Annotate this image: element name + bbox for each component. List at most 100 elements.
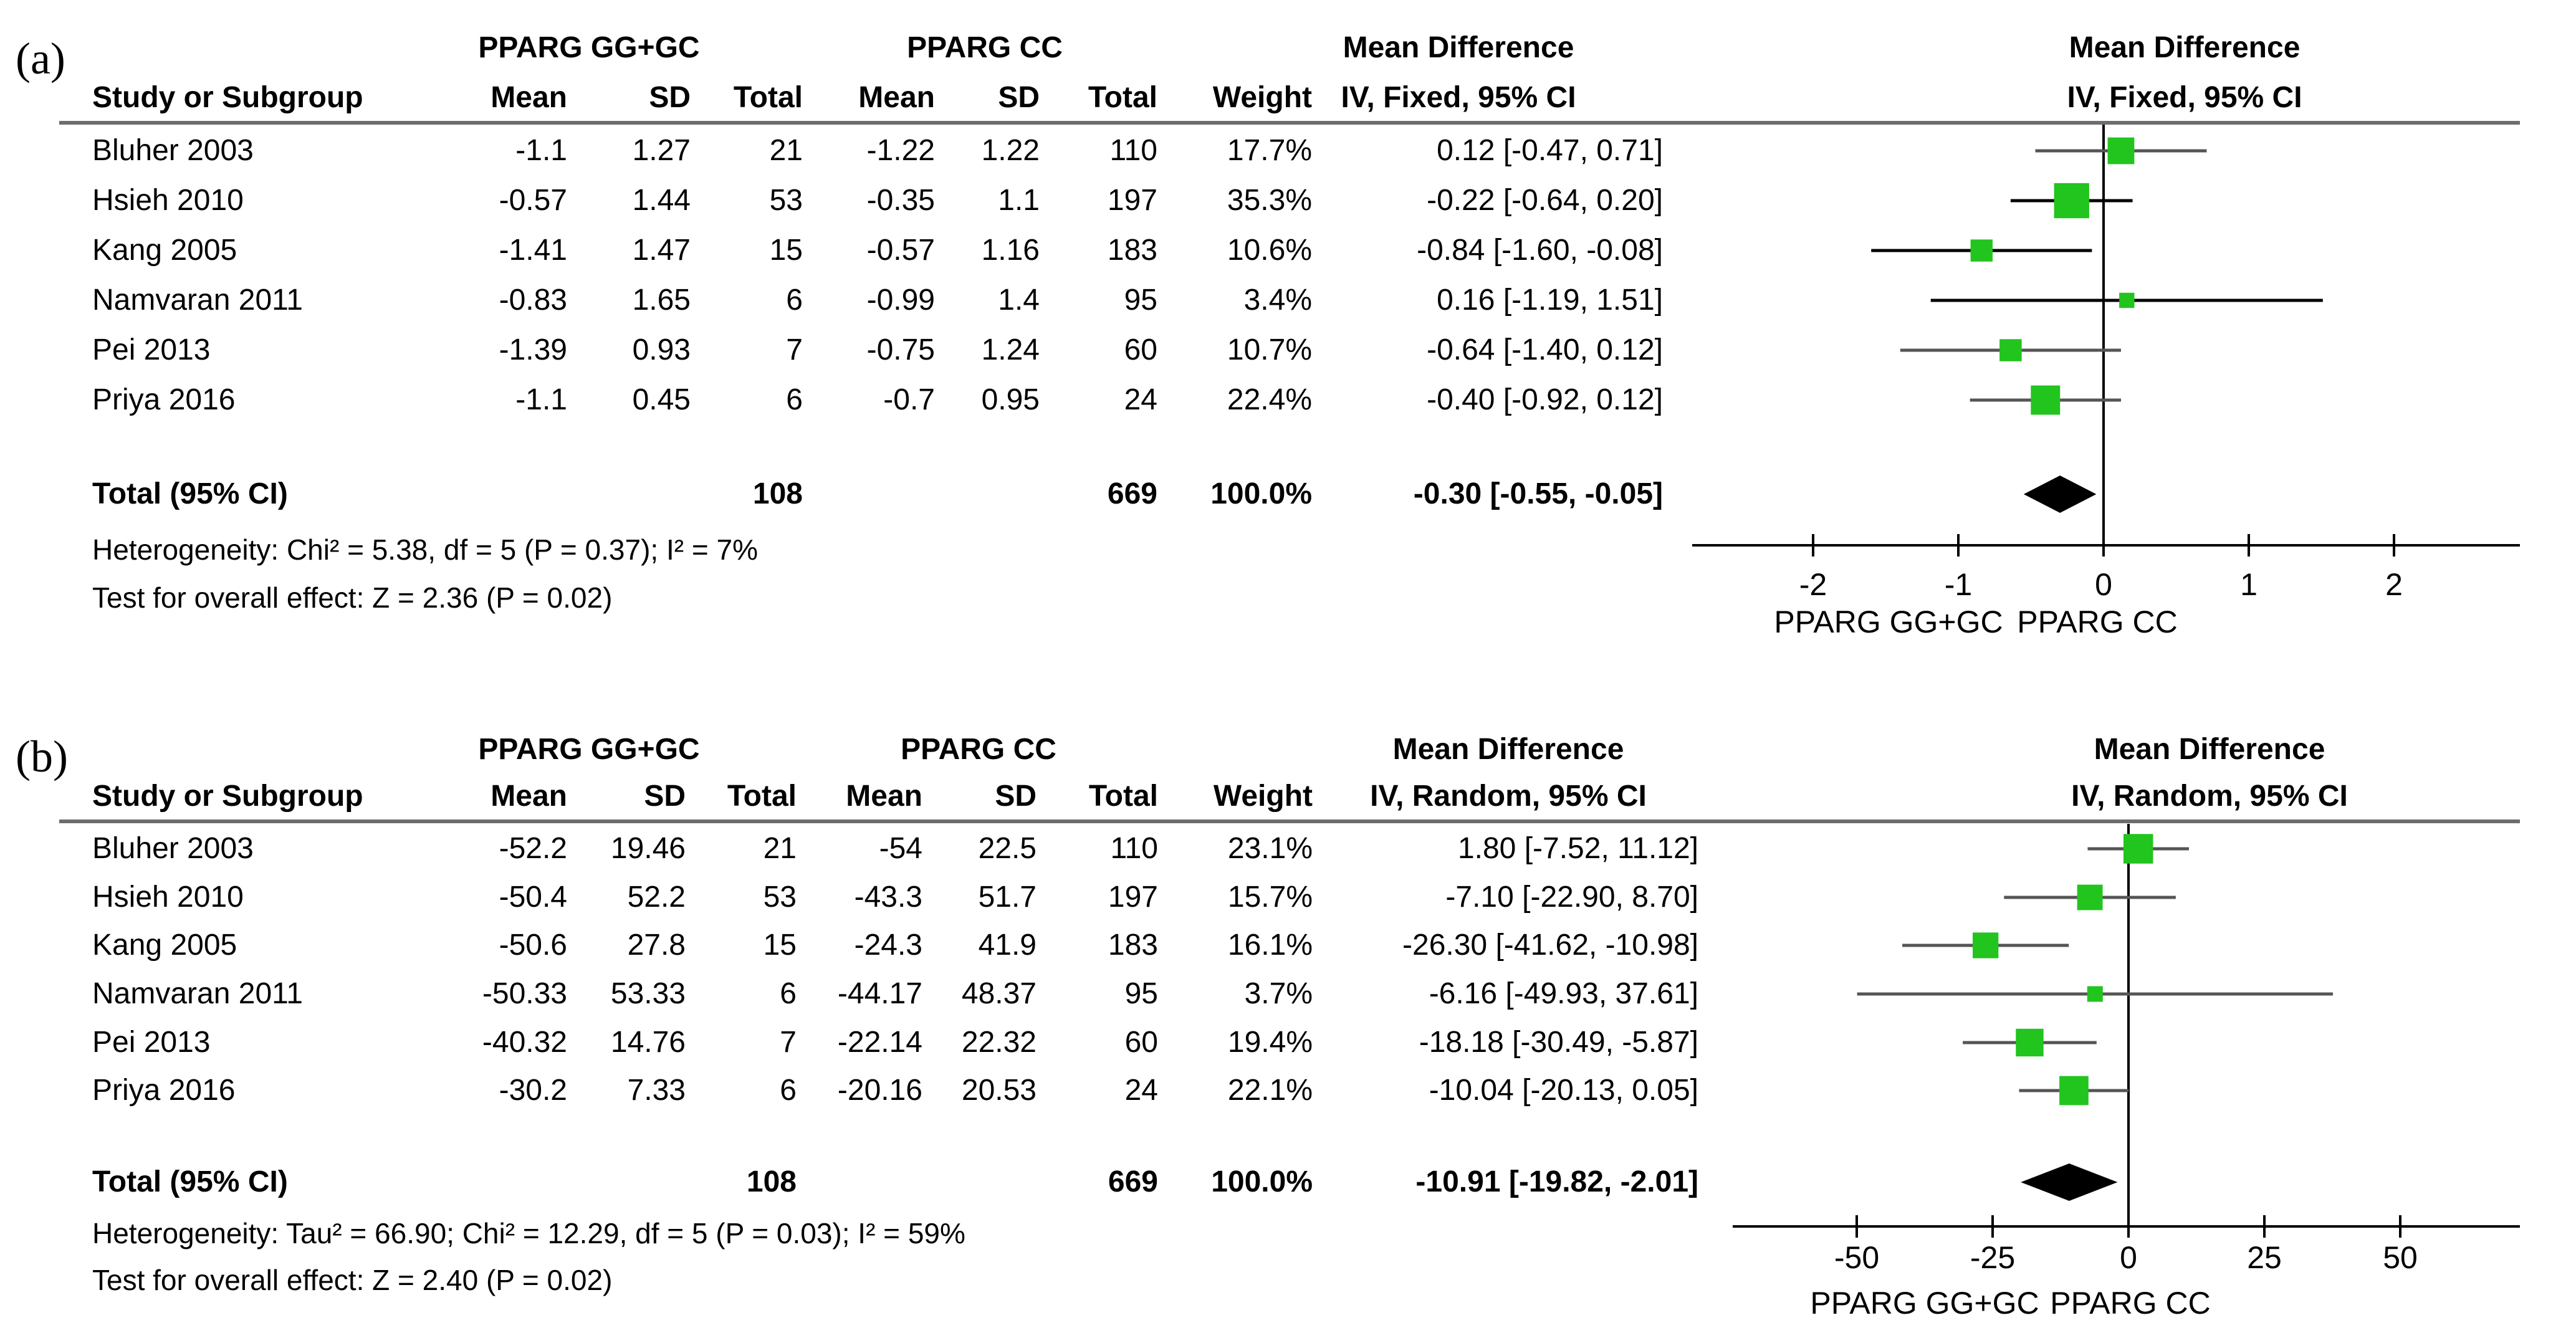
study-total-2: 95 xyxy=(1125,977,1158,1010)
study-total-1: 7 xyxy=(786,333,803,366)
study-ci: -6.16 [-49.93, 37.61] xyxy=(1429,977,1698,1010)
header-plot-method: IV, Random, 95% CI xyxy=(2071,780,2348,813)
header-mean-2: Mean xyxy=(846,780,922,813)
header-sd-2: SD xyxy=(998,81,1040,114)
favours-right-label: PPARG CC xyxy=(2017,604,2177,639)
study-name: Kang 2005 xyxy=(92,929,237,962)
study-sd-1: 27.8 xyxy=(628,929,686,962)
study-name: Priya 2016 xyxy=(92,1074,235,1107)
overall-effect-text: Test for overall effect: Z = 2.36 (P = 0… xyxy=(92,581,612,614)
study-sd-1: 1.44 xyxy=(633,184,691,217)
total-ci: -0.30 [-0.55, -0.05] xyxy=(1414,477,1663,510)
header-mean-1: Mean xyxy=(491,780,567,813)
study-marker xyxy=(1999,339,2022,361)
study-weight: 22.4% xyxy=(1227,383,1312,416)
overall-effect-text: Test for overall effect: Z = 2.40 (P = 0… xyxy=(92,1264,612,1296)
total-n1: 108 xyxy=(747,1165,797,1198)
total-label: Total (95% CI) xyxy=(92,1165,288,1198)
study-sd-1: 0.93 xyxy=(633,333,691,366)
x-tick-label: -25 xyxy=(1970,1240,2015,1275)
group2-header: PPARG CC xyxy=(901,733,1056,766)
study-weight: 15.7% xyxy=(1228,881,1313,914)
study-total-1: 15 xyxy=(764,929,797,962)
study-total-1: 53 xyxy=(770,184,803,217)
study-sd-1: 7.33 xyxy=(628,1074,686,1107)
total-n2: 669 xyxy=(1108,477,1157,510)
study-weight: 3.7% xyxy=(1245,977,1313,1010)
x-tick-label: 50 xyxy=(2383,1240,2418,1275)
study-total-1: 7 xyxy=(780,1026,797,1059)
study-ci: -0.40 [-0.92, 0.12] xyxy=(1427,383,1663,416)
header-effect-method: IV, Fixed, 95% CI xyxy=(1341,81,1576,114)
study-ci: -26.30 [-41.62, -10.98] xyxy=(1402,929,1698,962)
x-tick-label: -50 xyxy=(1834,1240,1879,1275)
study-name: Hsieh 2010 xyxy=(92,184,244,217)
header-plot-method: IV, Fixed, 95% CI xyxy=(2067,81,2302,114)
study-mean-1: -40.32 xyxy=(482,1026,567,1059)
group2-header: PPARG CC xyxy=(907,31,1063,64)
study-sd-1: 0.45 xyxy=(633,383,691,416)
pooled-diamond xyxy=(2023,475,2097,513)
header-sd-1: SD xyxy=(649,81,691,114)
study-ci: 0.12 [-0.47, 0.71] xyxy=(1437,134,1663,167)
study-weight: 3.4% xyxy=(1244,284,1312,317)
study-name: Namvaran 2011 xyxy=(92,977,303,1010)
study-name: Kang 2005 xyxy=(92,234,237,267)
study-marker xyxy=(1970,239,1993,262)
study-total-2: 183 xyxy=(1108,234,1157,267)
study-mean-1: -0.57 xyxy=(499,184,567,217)
header-total-1: Total xyxy=(734,81,803,114)
study-mean-1: -52.2 xyxy=(499,832,567,865)
group1-header: PPARG GG+GC xyxy=(478,733,699,766)
study-marker xyxy=(2054,183,2089,219)
study-marker xyxy=(2016,1028,2044,1057)
study-total-2: 95 xyxy=(1124,284,1157,317)
x-tick-label: 0 xyxy=(2120,1240,2137,1275)
study-ci: 1.80 [-7.52, 11.12] xyxy=(1458,832,1698,865)
study-sd-2: 1.16 xyxy=(982,234,1040,267)
study-total-1: 6 xyxy=(786,284,803,317)
study-total-1: 53 xyxy=(764,881,797,914)
header-weight: Weight xyxy=(1213,81,1312,114)
total-weight: 100.0% xyxy=(1211,1165,1313,1198)
study-sd-2: 51.7 xyxy=(979,881,1037,914)
panel-label: (a) xyxy=(16,34,65,84)
study-marker xyxy=(2119,292,2135,308)
favours-left-label: PPARG GG+GC xyxy=(1774,604,2003,639)
study-sd-1: 52.2 xyxy=(628,881,686,914)
x-tick-label: 25 xyxy=(2247,1240,2282,1275)
study-weight: 35.3% xyxy=(1227,184,1312,217)
study-total-1: 15 xyxy=(770,234,803,267)
total-weight: 100.0% xyxy=(1210,477,1312,510)
study-total-2: 110 xyxy=(1110,832,1158,865)
study-sd-2: 1.4 xyxy=(998,284,1040,317)
header-study: Study or Subgroup xyxy=(92,81,363,114)
favours-right-label: PPARG CC xyxy=(2050,1286,2210,1321)
header-total-1: Total xyxy=(727,780,797,813)
study-sd-1: 14.76 xyxy=(611,1026,686,1059)
study-mean-2: -0.57 xyxy=(867,234,935,267)
study-weight: 16.1% xyxy=(1228,929,1313,962)
pooled-diamond xyxy=(2021,1163,2118,1201)
study-mean-2: -0.35 xyxy=(867,184,935,217)
effect-column-title: Mean Difference xyxy=(1343,31,1574,64)
study-mean-2: -24.3 xyxy=(855,929,922,962)
study-mean-1: -1.41 xyxy=(499,234,567,267)
study-total-2: 183 xyxy=(1108,929,1158,962)
study-ci: -0.22 [-0.64, 0.20] xyxy=(1427,184,1663,217)
total-n1: 108 xyxy=(753,477,803,510)
study-name: Bluher 2003 xyxy=(92,832,254,865)
study-sd-1: 1.47 xyxy=(633,234,691,267)
total-ci: -10.91 [-19.82, -2.01] xyxy=(1415,1165,1698,1198)
study-sd-1: 1.65 xyxy=(633,284,691,317)
study-mean-2: -20.16 xyxy=(838,1074,922,1107)
study-sd-2: 41.9 xyxy=(979,929,1037,962)
study-marker xyxy=(2031,385,2061,415)
study-sd-1: 19.46 xyxy=(611,832,686,865)
total-label: Total (95% CI) xyxy=(92,477,288,510)
study-ci: -10.04 [-20.13, 0.05] xyxy=(1429,1074,1698,1107)
study-total-1: 21 xyxy=(770,134,803,167)
study-sd-1: 53.33 xyxy=(611,977,686,1010)
study-mean-1: -1.1 xyxy=(515,134,567,167)
